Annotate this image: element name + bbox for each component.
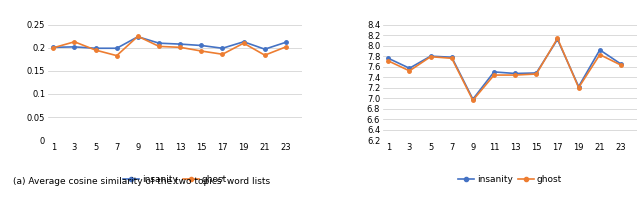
ghost: [596, 53, 604, 56]
insanity: [70, 46, 78, 48]
insanity: [134, 35, 141, 38]
insanity: [155, 42, 163, 44]
insanity: [575, 85, 582, 88]
ghost: [219, 53, 227, 55]
Line: insanity: insanity: [387, 38, 623, 101]
insanity: [596, 49, 604, 51]
insanity: [532, 72, 540, 74]
ghost: [617, 64, 625, 66]
insanity: [385, 57, 392, 60]
insanity: [240, 41, 248, 43]
ghost: [532, 73, 540, 75]
ghost: [554, 37, 561, 40]
Line: insanity: insanity: [52, 35, 287, 51]
ghost: [406, 70, 413, 72]
Text: (a) Average cosine similarity of the two topics' word lists: (a) Average cosine similarity of the two…: [13, 177, 270, 186]
insanity: [427, 55, 435, 57]
ghost: [427, 55, 435, 58]
ghost: [490, 74, 498, 76]
ghost: [240, 42, 248, 44]
Line: ghost: ghost: [387, 37, 623, 102]
insanity: [198, 44, 205, 47]
ghost: [198, 50, 205, 52]
ghost: [155, 45, 163, 48]
ghost: [282, 46, 290, 48]
ghost: [261, 54, 269, 56]
ghost: [448, 57, 456, 60]
insanity: [617, 63, 625, 65]
ghost: [385, 60, 392, 62]
insanity: [511, 72, 519, 75]
ghost: [134, 35, 141, 37]
insanity: [469, 98, 477, 100]
insanity: [490, 71, 498, 73]
insanity: [49, 46, 57, 49]
Legend: insanity, ghost: insanity, ghost: [454, 171, 566, 187]
insanity: [448, 56, 456, 59]
insanity: [282, 41, 290, 43]
insanity: [554, 38, 561, 41]
insanity: [177, 43, 184, 45]
ghost: [469, 99, 477, 102]
ghost: [49, 47, 57, 49]
ghost: [511, 74, 519, 76]
ghost: [70, 41, 78, 43]
insanity: [113, 47, 120, 49]
ghost: [575, 86, 582, 89]
insanity: [261, 48, 269, 50]
insanity: [92, 47, 99, 49]
Line: ghost: ghost: [52, 35, 287, 57]
Legend: insanity, ghost: insanity, ghost: [119, 171, 231, 187]
ghost: [113, 54, 120, 57]
ghost: [177, 46, 184, 49]
insanity: [406, 67, 413, 69]
insanity: [219, 47, 227, 49]
ghost: [92, 49, 99, 51]
